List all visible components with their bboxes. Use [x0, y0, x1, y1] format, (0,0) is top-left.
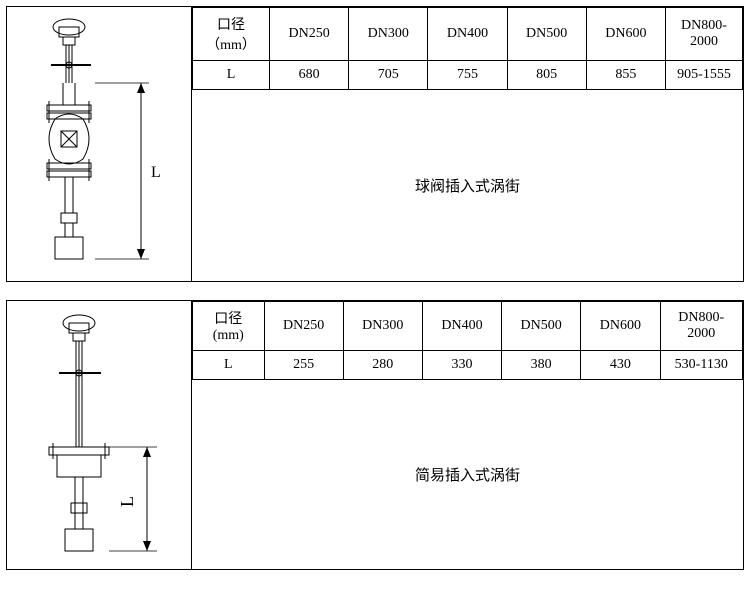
dim-label-2: L: [117, 496, 137, 507]
col-5: DN800-2000: [666, 8, 743, 61]
val-4: 855: [586, 61, 665, 90]
col-0: DN250: [270, 8, 349, 61]
col2-0: DN250: [264, 302, 343, 351]
col-1: DN300: [349, 8, 428, 61]
section-ball-valve: L 口径（mm） DN250 DN300 DN400 DN500 DN600 D…: [6, 6, 744, 282]
col-3: DN500: [507, 8, 586, 61]
content-ball-valve: 口径（mm） DN250 DN300 DN400 DN500 DN600 DN8…: [192, 7, 743, 281]
diagram-ball-valve: L: [7, 7, 192, 281]
val-0: 680: [270, 61, 349, 90]
dim-label-1: L: [151, 164, 161, 181]
diagram-simple-insert: L: [7, 301, 192, 569]
val2-3: 380: [502, 351, 581, 380]
col2-4: DN600: [581, 302, 660, 351]
table-ball-valve: 口径（mm） DN250 DN300 DN400 DN500 DN600 DN8…: [192, 7, 743, 90]
col2-1: DN300: [343, 302, 422, 351]
val-5: 905-1555: [666, 61, 743, 90]
row-label: L: [193, 61, 270, 90]
val2-1: 280: [343, 351, 422, 380]
section-simple-insert: L 口径 (mm) DN250 DN300 DN400 DN500 DN600 …: [6, 300, 744, 570]
row-label-2: L: [193, 351, 265, 380]
ball-valve-svg: L: [19, 13, 179, 275]
col2-5: DN800-2000: [660, 302, 743, 351]
caption-ball-valve: 球阀插入式涡街: [192, 90, 743, 281]
val-3: 805: [507, 61, 586, 90]
caption-simple-insert: 简易插入式涡街: [192, 380, 743, 569]
val2-4: 430: [581, 351, 660, 380]
val-2: 755: [428, 61, 507, 90]
val-1: 705: [349, 61, 428, 90]
table-simple-insert: 口径 (mm) DN250 DN300 DN400 DN500 DN600 DN…: [192, 301, 743, 380]
header-label: 口径（mm）: [193, 8, 270, 61]
col2-3: DN500: [502, 302, 581, 351]
col-2: DN400: [428, 8, 507, 61]
val2-0: 255: [264, 351, 343, 380]
content-simple-insert: 口径 (mm) DN250 DN300 DN400 DN500 DN600 DN…: [192, 301, 743, 569]
simple-insert-svg: L: [19, 307, 179, 563]
val2-5: 530-1130: [660, 351, 743, 380]
col-4: DN600: [586, 8, 665, 61]
val2-2: 330: [422, 351, 501, 380]
header-label-2: 口径 (mm): [193, 302, 265, 351]
col2-2: DN400: [422, 302, 501, 351]
